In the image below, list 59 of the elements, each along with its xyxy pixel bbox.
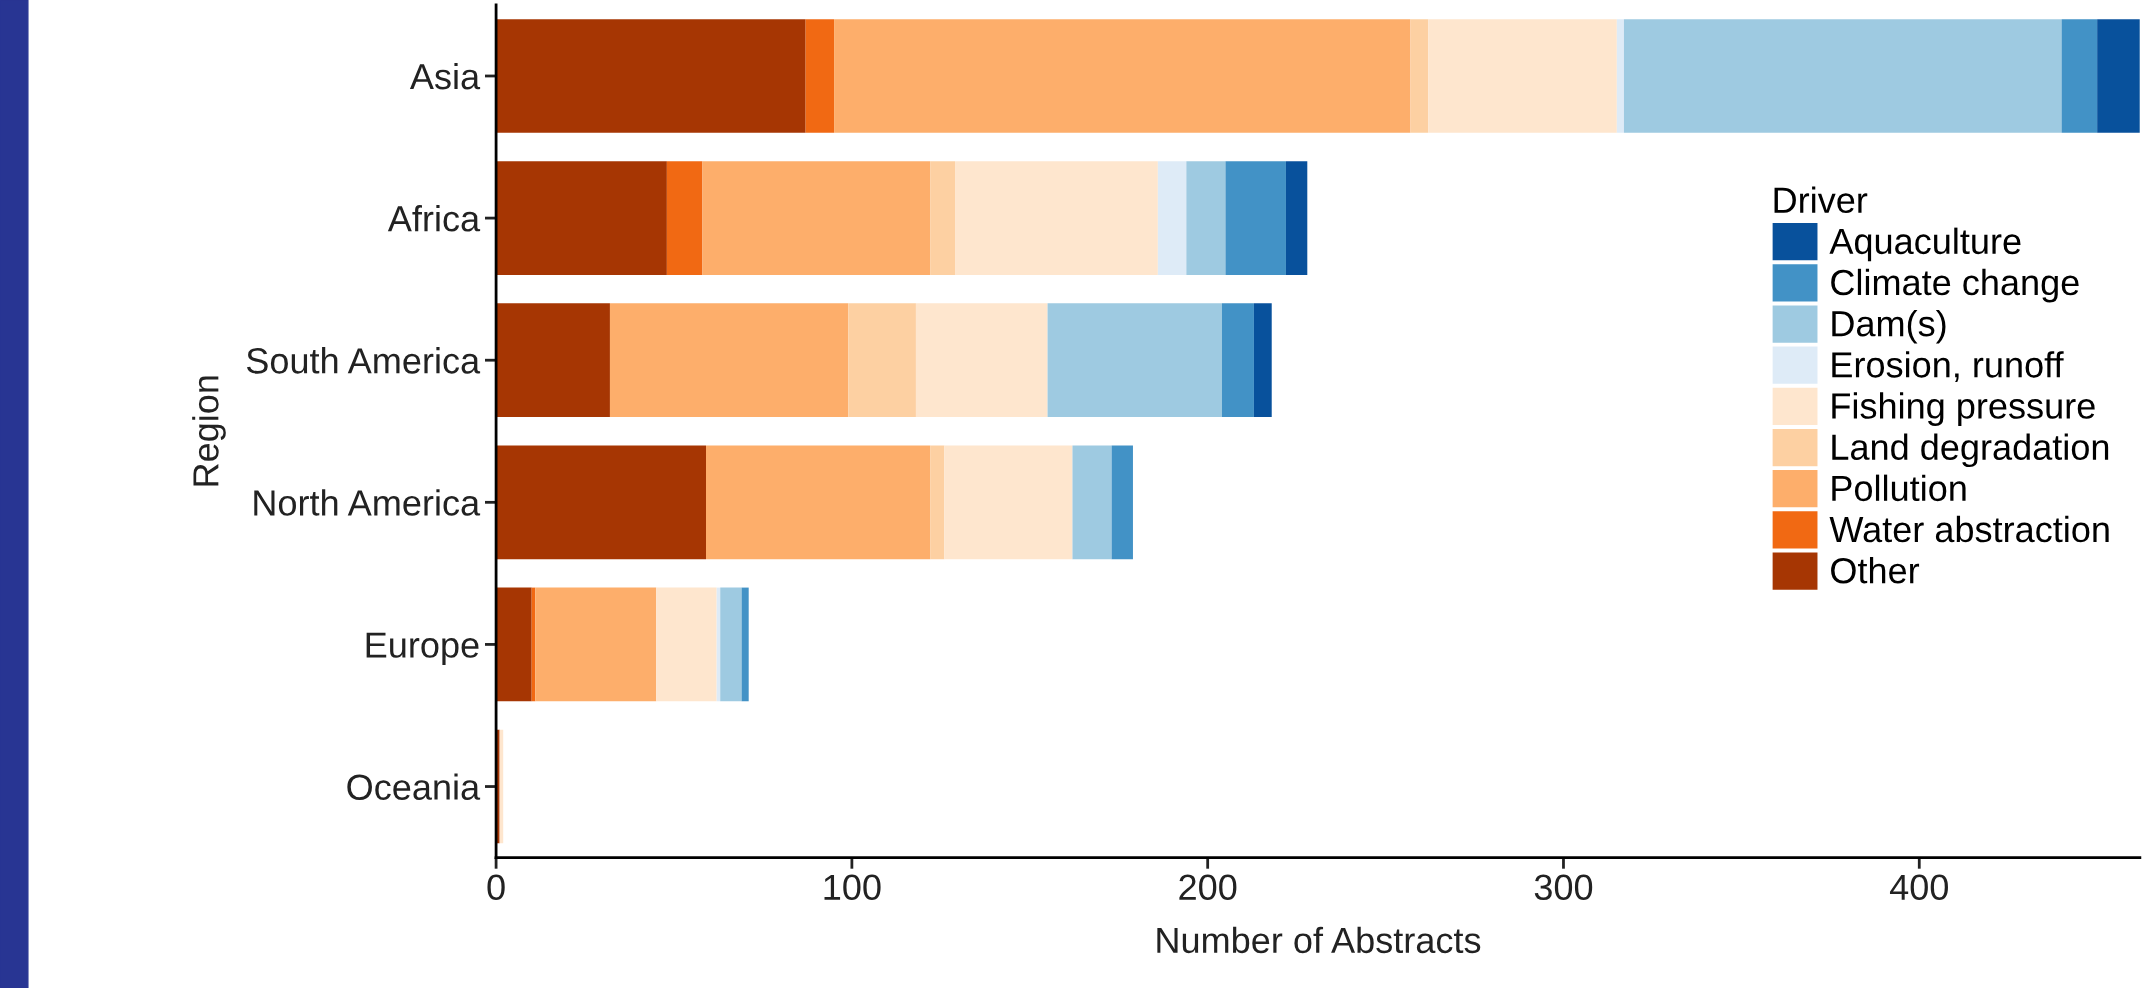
bar bbox=[496, 445, 707, 560]
legend-label: Pollution bbox=[1832, 474, 1966, 502]
bar bbox=[834, 19, 1411, 133]
bar bbox=[955, 161, 1158, 275]
legend-label: Fishing pressure bbox=[1832, 392, 2095, 426]
bar bbox=[1157, 161, 1187, 275]
legend-title: Driver bbox=[1774, 186, 1868, 214]
y-tick-label: Oceania bbox=[347, 773, 481, 800]
legend-label: Erosion, runoff bbox=[1832, 351, 2064, 382]
y-tick-label: Africa bbox=[387, 205, 481, 232]
x-axis-title: Number of Abstracts bbox=[1157, 926, 1481, 954]
legend-label: Land degradation bbox=[1832, 433, 2109, 468]
legend-label: Climate change bbox=[1831, 268, 2079, 303]
bar bbox=[741, 587, 749, 702]
bar bbox=[944, 445, 1073, 560]
bar bbox=[1186, 161, 1226, 275]
bar bbox=[1623, 19, 2062, 133]
bar bbox=[1225, 161, 1286, 275]
bar bbox=[930, 445, 945, 560]
bar bbox=[656, 587, 717, 702]
bar bbox=[930, 161, 956, 275]
bar bbox=[1616, 19, 1624, 133]
x-tick-label: 300 bbox=[1534, 874, 1593, 901]
x-tick-label: 400 bbox=[1889, 874, 1948, 901]
bar bbox=[702, 161, 931, 275]
x-tick-label: 200 bbox=[1179, 874, 1237, 901]
bar bbox=[2061, 19, 2098, 133]
bar bbox=[915, 303, 1048, 418]
bar bbox=[720, 587, 742, 702]
y-tick-label: Asia bbox=[409, 62, 481, 90]
bar bbox=[1285, 161, 1308, 275]
x-tick-label: 0 bbox=[487, 874, 505, 901]
y-tick-label: North America bbox=[254, 489, 481, 516]
x-tick-label: 100 bbox=[824, 874, 881, 901]
bar bbox=[535, 587, 657, 702]
bar bbox=[1047, 303, 1222, 418]
y-tick-label: South America bbox=[246, 347, 481, 374]
bar bbox=[805, 19, 835, 133]
bar bbox=[1111, 445, 1133, 560]
bar bbox=[1253, 303, 1272, 418]
bar bbox=[1410, 19, 1429, 133]
bar bbox=[496, 587, 532, 702]
bar bbox=[848, 303, 916, 418]
legend-label: Water abstraction bbox=[1829, 515, 2109, 543]
bar bbox=[496, 19, 806, 133]
legend-label: Other bbox=[1831, 556, 1920, 584]
y-axis-title: Region bbox=[192, 376, 226, 486]
bar bbox=[666, 161, 703, 275]
y-tick-label: Europe bbox=[366, 632, 479, 665]
bar bbox=[2097, 19, 2140, 133]
bar bbox=[609, 303, 849, 418]
bar bbox=[1221, 303, 1254, 418]
bar bbox=[1072, 445, 1112, 560]
bar bbox=[1428, 19, 1617, 133]
bar bbox=[706, 445, 931, 560]
bar bbox=[496, 303, 610, 418]
legend-label: Dam(s) bbox=[1832, 309, 1946, 344]
legend-label: Aquaculture bbox=[1829, 227, 2021, 262]
bar bbox=[496, 161, 667, 275]
